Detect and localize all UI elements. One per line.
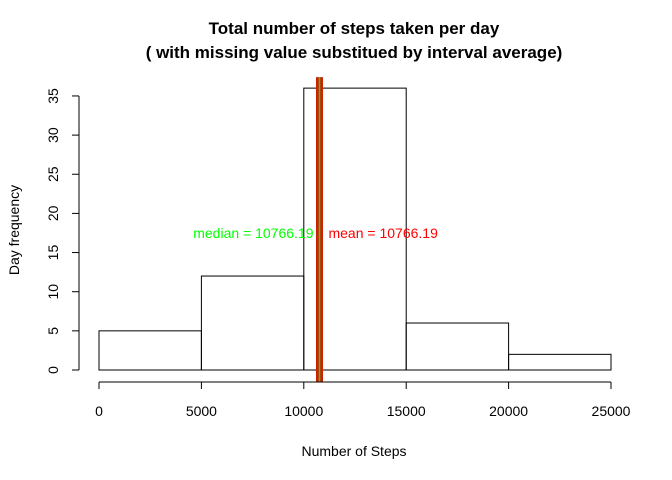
y-tick-label: 35 — [45, 88, 61, 104]
histogram-bar-1 — [200, 275, 305, 371]
y-tick-label: 0 — [45, 366, 61, 374]
y-tick-label: 10 — [45, 284, 61, 300]
x-tick-label: 25000 — [592, 403, 631, 419]
histogram-bar-0 — [98, 330, 202, 371]
histogram-bar-3 — [405, 322, 510, 371]
chart-title-line1: Total number of steps taken per day — [209, 19, 500, 38]
x-axis-label: Number of Steps — [301, 443, 406, 459]
x-axis: 0 5000 10000 15000 20000 25000 — [95, 381, 631, 419]
y-axis-label: Day frequency — [6, 185, 22, 275]
x-tick-label: 20000 — [489, 403, 528, 419]
histogram-bar-4 — [508, 353, 612, 371]
x-tick-label: 0 — [95, 403, 103, 419]
x-tick-label: 15000 — [387, 403, 426, 419]
x-tick-label: 10000 — [284, 403, 323, 419]
y-tick-label: 25 — [45, 166, 61, 182]
histogram-bars — [98, 87, 612, 371]
x-tick-label: 5000 — [186, 403, 217, 419]
y-tick-label: 20 — [45, 205, 61, 221]
y-tick-label: 15 — [45, 245, 61, 261]
histogram-bar-2 — [303, 87, 407, 371]
chart-title-line2: ( with missing value substitued by inter… — [146, 43, 563, 62]
mean-annotation: mean = 10766.19 — [328, 225, 438, 241]
median-annotation: median = 10766.19 — [193, 225, 313, 241]
y-tick-label: 5 — [45, 327, 61, 335]
y-tick-label: 30 — [45, 127, 61, 143]
y-axis: 0 5 10 15 20 25 30 35 — [45, 88, 80, 374]
